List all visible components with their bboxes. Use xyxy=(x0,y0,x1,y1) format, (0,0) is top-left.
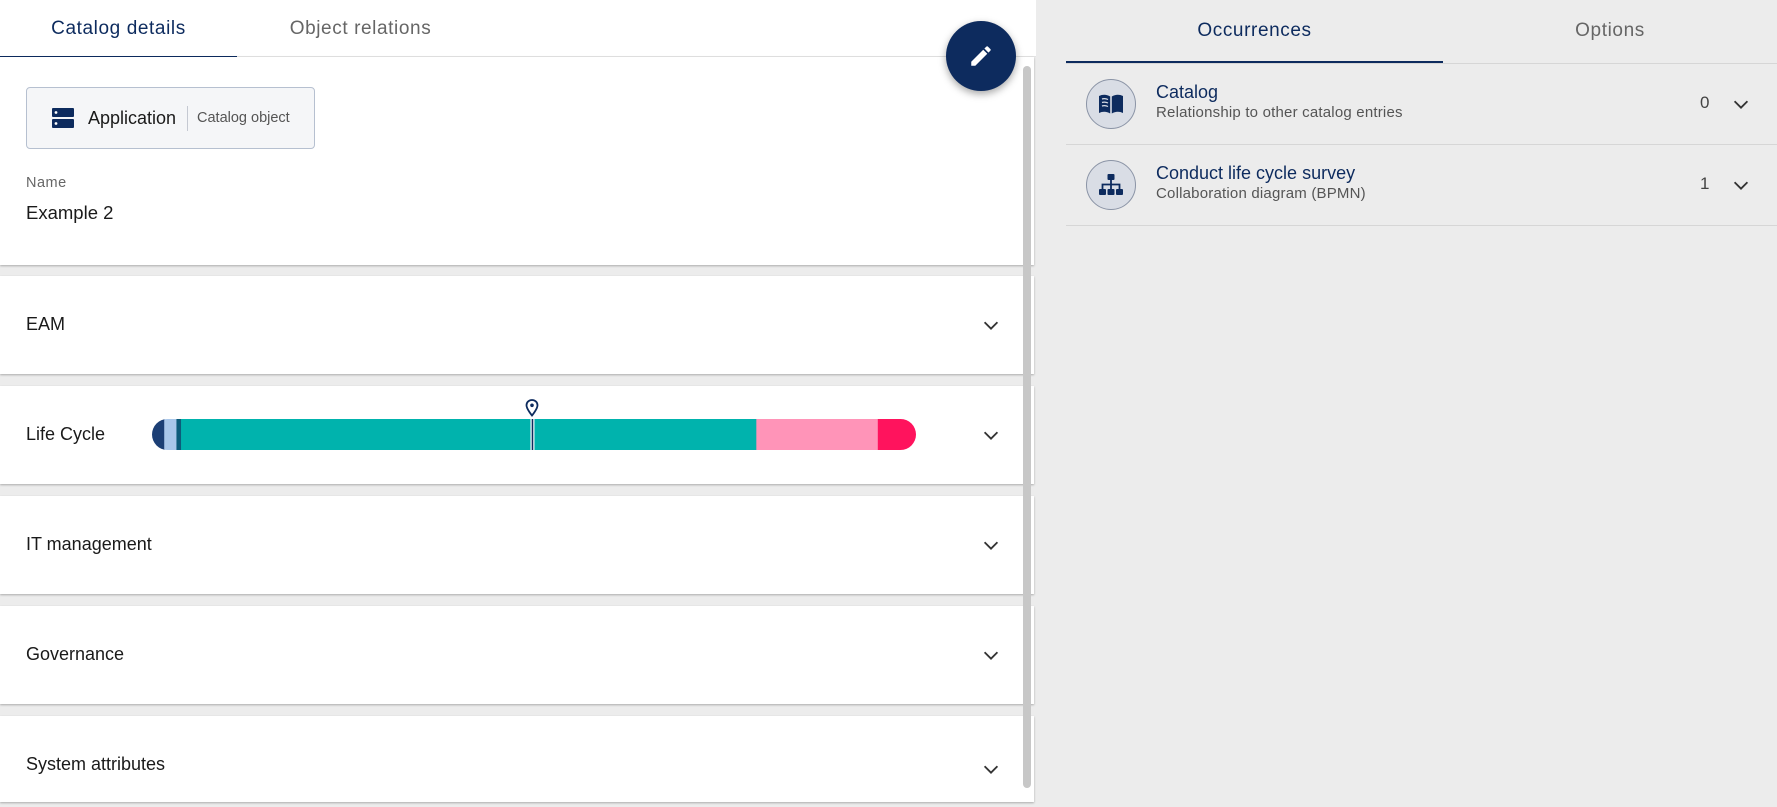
section-life-cycle-title: Life Cycle xyxy=(26,424,106,444)
active-tab-indicator xyxy=(1066,61,1443,63)
tab-catalog-details-label: Catalog details xyxy=(51,17,186,39)
tab-options-label: Options xyxy=(1575,20,1645,41)
occurrence-count: 1 xyxy=(1700,174,1710,193)
name-field-value: Example 2 xyxy=(26,202,114,223)
section-it-management[interactable]: IT management xyxy=(0,496,1034,594)
life-cycle-phase-3 xyxy=(181,419,757,450)
section-eam-title: EAM xyxy=(26,314,66,334)
book-icon-badge xyxy=(1086,79,1136,129)
chevron-down-icon[interactable] xyxy=(980,314,1002,336)
occurrence-item-catalog[interactable]: Catalog Relationship to other catalog en… xyxy=(1066,64,1777,145)
tab-catalog-details[interactable]: Catalog details xyxy=(0,0,237,58)
tab-options[interactable]: Options xyxy=(1443,0,1777,62)
occurrence-count: 0 xyxy=(1700,93,1710,112)
hierarchy-icon xyxy=(1099,174,1123,195)
pencil-icon xyxy=(971,46,991,66)
section-system-attributes-title: System attributes xyxy=(26,754,166,774)
vertical-scrollbar[interactable] xyxy=(1023,66,1031,788)
occurrence-title: Catalog xyxy=(1156,82,1219,102)
life-cycle-bar xyxy=(152,419,916,450)
life-cycle-phase-0 xyxy=(152,419,165,450)
location-pin-icon xyxy=(526,399,539,417)
object-header-card: Application Catalog object Name Example … xyxy=(0,57,1034,265)
life-cycle-phase-2 xyxy=(176,419,182,450)
life-cycle-phase-1 xyxy=(164,419,177,450)
details-scroll-area: Application Catalog object Name Example … xyxy=(0,57,1036,807)
tab-object-relations-label: Object relations xyxy=(289,17,432,39)
life-cycle-phase-5 xyxy=(877,419,916,450)
occurrence-item-life-cycle-survey[interactable]: Conduct life cycle survey Collaboration … xyxy=(1066,145,1777,226)
chevron-down-icon[interactable] xyxy=(1730,174,1752,196)
book-icon xyxy=(1099,94,1123,114)
chevron-down-icon[interactable] xyxy=(980,424,1002,446)
today-marker-core xyxy=(531,419,534,450)
hierarchy-icon-badge xyxy=(1086,160,1136,210)
object-type-chip: Application Catalog object xyxy=(26,87,315,149)
occurrence-title: Conduct life cycle survey xyxy=(1156,163,1356,183)
right-tab-bar: Occurrences Options xyxy=(1066,0,1777,64)
section-governance-title: Governance xyxy=(26,644,125,664)
occurrences-pane: Occurrences Options Catalog Relationship… xyxy=(1036,0,1777,807)
object-kind-label: Catalog object xyxy=(197,110,290,126)
section-eam[interactable]: EAM xyxy=(0,276,1034,374)
tab-occurrences-label: Occurrences xyxy=(1197,20,1312,41)
section-governance[interactable]: Governance xyxy=(0,606,1034,704)
catalog-details-pane: Catalog details Object relations Applica… xyxy=(0,0,1036,807)
section-it-management-title: IT management xyxy=(26,534,152,554)
life-cycle-phase-4 xyxy=(756,419,879,450)
chip-divider xyxy=(187,106,188,131)
occurrence-subtitle: Collaboration diagram (BPMN) xyxy=(1156,185,1366,202)
server-icon xyxy=(52,108,74,128)
chevron-down-icon[interactable] xyxy=(980,644,1002,666)
name-field-label: Name xyxy=(26,175,67,191)
chevron-down-icon[interactable] xyxy=(980,534,1002,556)
occurrence-subtitle: Relationship to other catalog entries xyxy=(1156,104,1403,121)
tab-object-relations[interactable]: Object relations xyxy=(237,0,484,57)
section-system-attributes[interactable]: System attributes xyxy=(0,716,1034,802)
tab-occurrences[interactable]: Occurrences xyxy=(1066,0,1443,63)
chevron-down-icon[interactable] xyxy=(1730,93,1752,115)
left-tab-bar: Catalog details Object relations xyxy=(0,0,1036,58)
edit-button[interactable] xyxy=(946,21,1016,91)
object-type-label: Application xyxy=(88,108,177,128)
chevron-down-icon[interactable] xyxy=(980,758,1002,780)
